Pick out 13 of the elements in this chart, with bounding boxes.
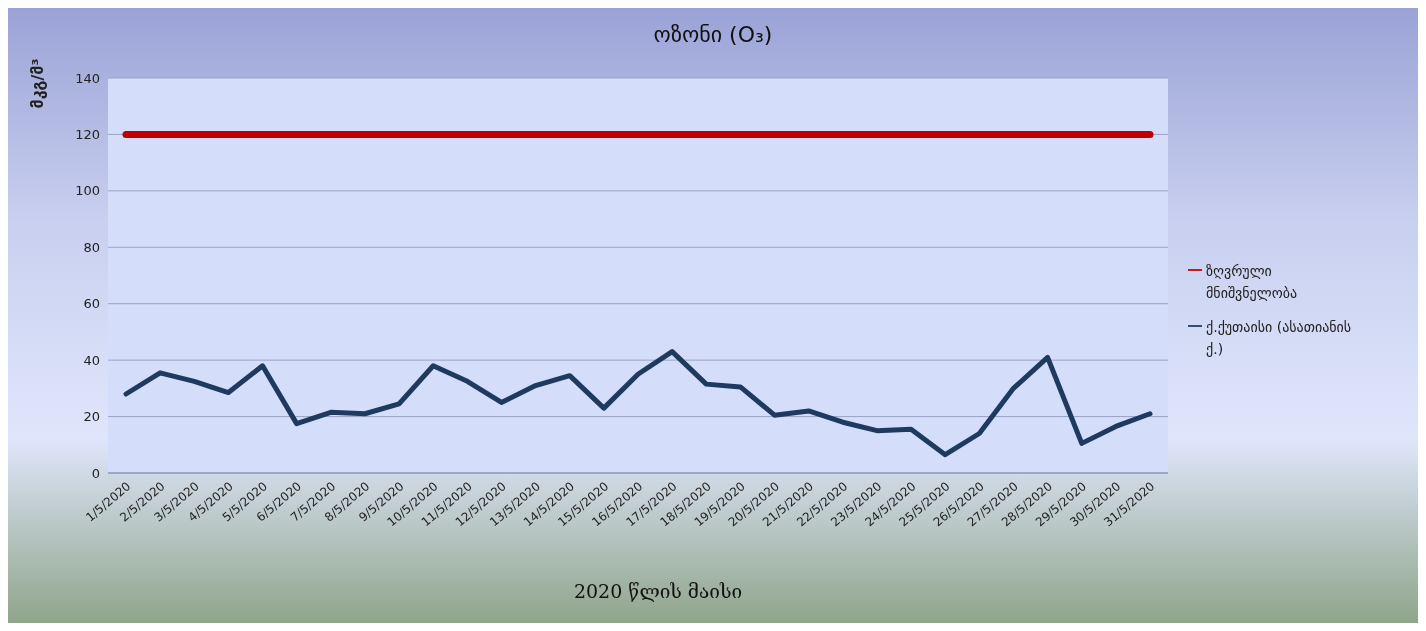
y-axis-title: მკგ/მ³ <box>28 58 48 108</box>
y-tick-label: 140 <box>75 70 100 86</box>
y-tick-label: 60 <box>83 296 100 312</box>
y-tick-label: 20 <box>83 409 100 425</box>
y-tick-label: 80 <box>83 239 100 255</box>
legend-label: ზღვრული მნიშვნელობა <box>1206 261 1298 303</box>
y-tick-label: 40 <box>83 352 100 368</box>
y-tick-label: 0 <box>91 465 100 481</box>
x-axis-title: 2020 წლის მაისი <box>572 580 744 602</box>
chart-title: ოზონი (O₃) <box>652 22 774 47</box>
y-tick-label: 120 <box>75 127 100 143</box>
y-tick-label: 100 <box>75 183 100 199</box>
legend-label: ქ.ქუთაისი (ასათიანის ქ.) <box>1206 317 1353 359</box>
